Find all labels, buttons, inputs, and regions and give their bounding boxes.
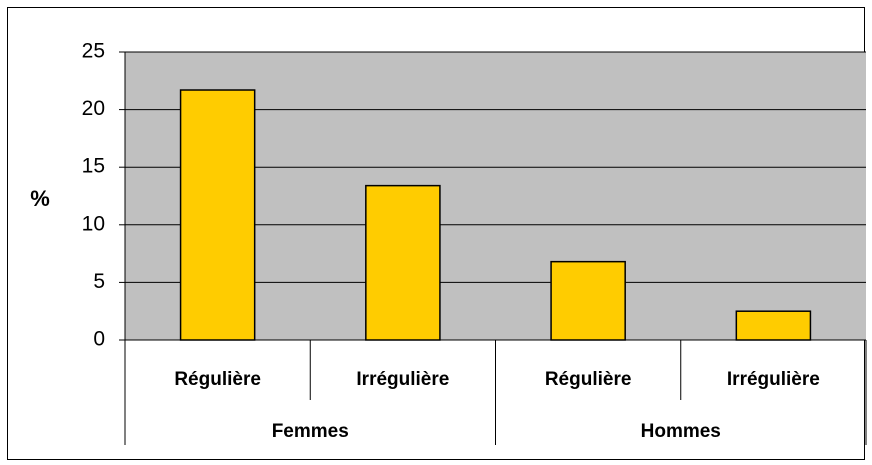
bar bbox=[179, 89, 256, 341]
y-tick-label: 10 bbox=[82, 212, 105, 235]
x-tick-label: Régulière bbox=[174, 369, 261, 390]
bar bbox=[735, 310, 812, 341]
bar bbox=[550, 260, 626, 341]
x-tick-label: Irrégulière bbox=[356, 369, 449, 390]
y-tick-label: 25 bbox=[82, 40, 105, 63]
group-label: Femmes bbox=[272, 421, 349, 442]
x-tick-label: Régulière bbox=[545, 369, 632, 390]
y-tick-label: 20 bbox=[82, 97, 105, 120]
y-tick-label: 5 bbox=[93, 270, 105, 293]
y-tick-label: 0 bbox=[93, 328, 105, 351]
y-axis-label: % bbox=[30, 186, 50, 211]
y-tick-label: 15 bbox=[82, 155, 105, 178]
x-tick-label: Irrégulière bbox=[727, 369, 820, 390]
group-label: Hommes bbox=[641, 421, 721, 442]
bar bbox=[365, 184, 441, 341]
